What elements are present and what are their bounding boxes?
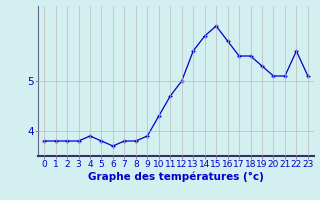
X-axis label: Graphe des températures (°c): Graphe des températures (°c) xyxy=(88,172,264,182)
